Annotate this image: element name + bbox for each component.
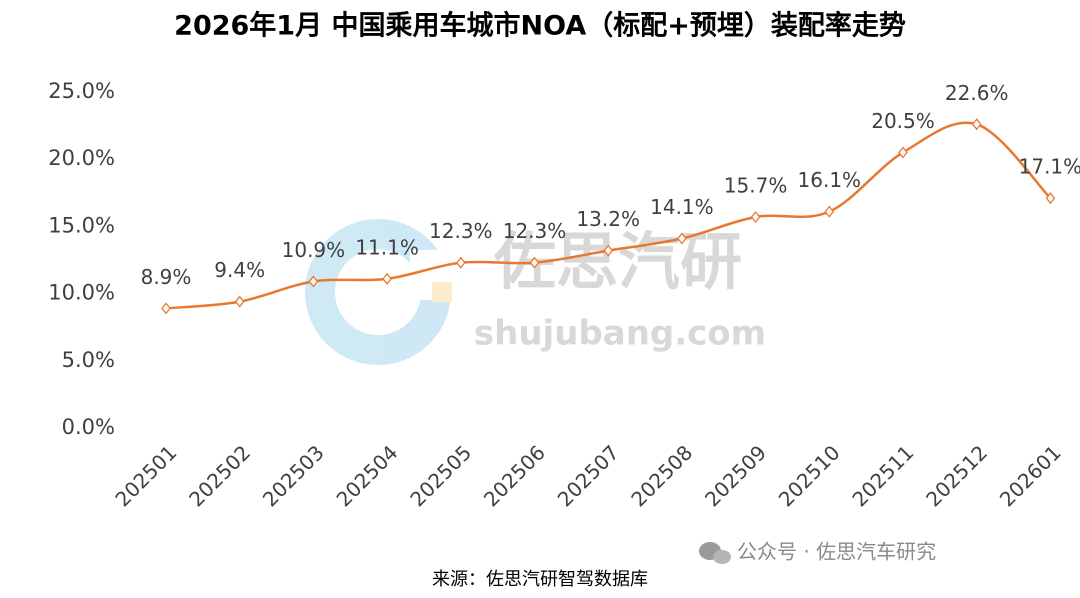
x-tick-label: 202501 xyxy=(110,440,181,511)
marker xyxy=(677,232,687,245)
x-tick-label: 202511 xyxy=(847,440,918,511)
watermark-url: shujubang.com xyxy=(474,314,766,354)
value-label: 16.1% xyxy=(798,168,862,192)
x-tick-label: 202512 xyxy=(921,440,992,511)
x-tick-label: 202503 xyxy=(258,440,329,511)
value-label: 15.7% xyxy=(724,173,788,197)
x-tick-label: 202504 xyxy=(332,440,403,511)
x-tick-label: 202505 xyxy=(405,440,476,511)
y-tick-label: 10.0% xyxy=(48,281,115,305)
value-label: 12.3% xyxy=(503,219,567,243)
chart-title: 2026年1月 中国乘用车城市NOA（标配+预埋）装配率走势 xyxy=(174,10,906,42)
value-label: 17.1% xyxy=(1019,155,1080,179)
marker xyxy=(1045,192,1056,205)
marker xyxy=(455,256,466,269)
marker xyxy=(308,275,319,288)
marker xyxy=(529,256,540,269)
value-label: 22.6% xyxy=(945,81,1009,105)
watermark-logo xyxy=(305,219,452,365)
marker xyxy=(161,302,171,315)
marker xyxy=(824,205,835,218)
value-label: 9.4% xyxy=(214,258,265,282)
value-label: 14.1% xyxy=(650,195,714,219)
marker xyxy=(898,146,908,159)
badge: 公众号 · 佐思汽车研究 xyxy=(737,540,936,564)
value-label: 13.2% xyxy=(576,207,640,231)
x-tick-label: 202506 xyxy=(479,440,550,511)
value-label: 10.9% xyxy=(282,238,346,262)
value-label: 11.1% xyxy=(355,235,419,259)
value-label: 8.9% xyxy=(141,265,192,289)
x-tick-label: 202502 xyxy=(184,440,255,511)
x-tick-label: 202601 xyxy=(995,440,1066,511)
marker xyxy=(971,118,982,131)
marker xyxy=(750,210,761,224)
source: 来源：佐思汽研智驾数据库 xyxy=(432,569,648,590)
marker xyxy=(603,244,614,257)
marker xyxy=(382,272,392,285)
x-tick-label: 202510 xyxy=(774,440,845,511)
x-tick-label: 202508 xyxy=(626,440,697,511)
y-tick-label: 5.0% xyxy=(62,348,115,372)
marker xyxy=(234,295,245,308)
y-tick-label: 15.0% xyxy=(48,213,115,237)
value-label: 12.3% xyxy=(429,219,493,243)
y-tick-label: 25.0% xyxy=(48,79,115,103)
value-label: 20.5% xyxy=(871,109,935,133)
wechat-icon xyxy=(699,542,731,564)
y-tick-label: 0.0% xyxy=(62,415,115,439)
x-tick-label: 202507 xyxy=(553,440,624,511)
y-tick-label: 20.0% xyxy=(48,146,115,170)
x-tick-label: 202509 xyxy=(700,440,771,511)
